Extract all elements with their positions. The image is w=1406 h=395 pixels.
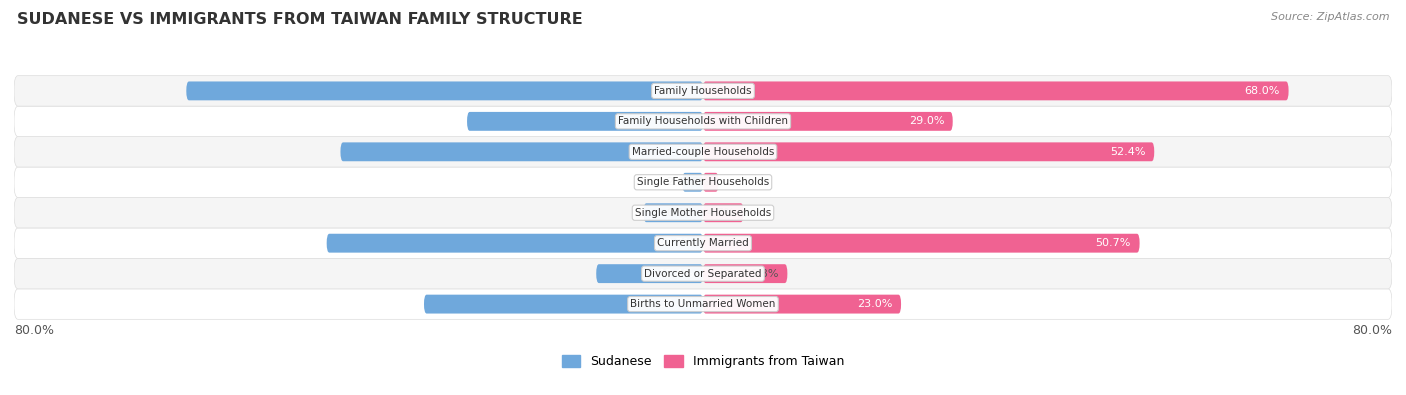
- FancyBboxPatch shape: [467, 112, 703, 131]
- Text: Married-couple Households: Married-couple Households: [631, 147, 775, 157]
- FancyBboxPatch shape: [644, 203, 703, 222]
- Text: 2.4%: 2.4%: [666, 177, 695, 187]
- Text: Currently Married: Currently Married: [657, 238, 749, 248]
- Text: 23.0%: 23.0%: [858, 299, 893, 309]
- FancyBboxPatch shape: [14, 167, 1392, 198]
- Text: 42.1%: 42.1%: [659, 147, 695, 157]
- FancyBboxPatch shape: [596, 264, 703, 283]
- Text: Family Households: Family Households: [654, 86, 752, 96]
- FancyBboxPatch shape: [703, 112, 953, 131]
- Text: 29.0%: 29.0%: [908, 117, 945, 126]
- FancyBboxPatch shape: [14, 137, 1392, 167]
- Text: Single Father Households: Single Father Households: [637, 177, 769, 187]
- FancyBboxPatch shape: [14, 228, 1392, 258]
- Text: 68.0%: 68.0%: [1244, 86, 1279, 96]
- Text: 12.4%: 12.4%: [659, 269, 695, 278]
- Text: 43.7%: 43.7%: [659, 238, 695, 248]
- Text: Single Mother Households: Single Mother Households: [636, 208, 770, 218]
- Text: 52.4%: 52.4%: [1111, 147, 1146, 157]
- FancyBboxPatch shape: [14, 76, 1392, 106]
- Text: 27.4%: 27.4%: [659, 117, 695, 126]
- FancyBboxPatch shape: [186, 81, 703, 100]
- Text: 9.8%: 9.8%: [751, 269, 779, 278]
- FancyBboxPatch shape: [703, 81, 1289, 100]
- FancyBboxPatch shape: [703, 203, 744, 222]
- Text: 60.0%: 60.0%: [659, 86, 695, 96]
- FancyBboxPatch shape: [703, 142, 1154, 161]
- FancyBboxPatch shape: [425, 295, 703, 314]
- Text: Births to Unmarried Women: Births to Unmarried Women: [630, 299, 776, 309]
- Text: Divorced or Separated: Divorced or Separated: [644, 269, 762, 278]
- FancyBboxPatch shape: [340, 142, 703, 161]
- Text: Source: ZipAtlas.com: Source: ZipAtlas.com: [1271, 12, 1389, 22]
- FancyBboxPatch shape: [703, 234, 1140, 253]
- FancyBboxPatch shape: [326, 234, 703, 253]
- FancyBboxPatch shape: [14, 258, 1392, 289]
- Text: SUDANESE VS IMMIGRANTS FROM TAIWAN FAMILY STRUCTURE: SUDANESE VS IMMIGRANTS FROM TAIWAN FAMIL…: [17, 12, 582, 27]
- Text: 32.4%: 32.4%: [659, 299, 695, 309]
- Text: 80.0%: 80.0%: [14, 324, 53, 337]
- FancyBboxPatch shape: [703, 295, 901, 314]
- FancyBboxPatch shape: [14, 289, 1392, 319]
- Text: 80.0%: 80.0%: [1353, 324, 1392, 337]
- FancyBboxPatch shape: [703, 173, 718, 192]
- Text: 4.7%: 4.7%: [706, 208, 735, 218]
- Text: 50.7%: 50.7%: [1095, 238, 1130, 248]
- FancyBboxPatch shape: [14, 198, 1392, 228]
- Text: 1.8%: 1.8%: [682, 177, 710, 187]
- FancyBboxPatch shape: [703, 264, 787, 283]
- Text: Family Households with Children: Family Households with Children: [619, 117, 787, 126]
- FancyBboxPatch shape: [14, 106, 1392, 137]
- Text: 6.9%: 6.9%: [666, 208, 695, 218]
- Legend: Sudanese, Immigrants from Taiwan: Sudanese, Immigrants from Taiwan: [557, 350, 849, 373]
- FancyBboxPatch shape: [682, 173, 703, 192]
